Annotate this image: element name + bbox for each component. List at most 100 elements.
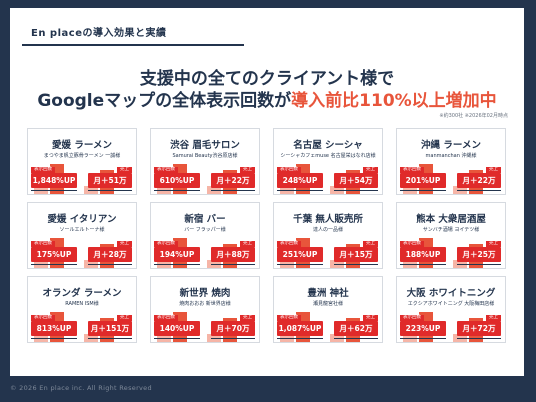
case-title: 大阪 ホワイトニング [406,288,496,299]
case-client: まつやま帆立豚骨ラーメン 一誠様 [43,153,121,159]
views-badge: 表示回数 188%UP [400,241,446,262]
views-value: 194%UP [159,250,195,259]
sales-value: 月＋25万 [462,250,496,259]
headline-line-1: 支援中の全てのクライアント様で [139,69,395,89]
views-value: 140%UP [159,324,195,333]
views-value: 223%UP [405,324,441,333]
badge-underline [400,190,446,191]
case-title: 新宿 バー [184,214,226,225]
badge-underline [31,190,77,191]
views-value: 251%UP [282,250,318,259]
badge-underline [88,338,132,339]
views-badge: 表示回数 251%UP [277,241,323,262]
sales-badge: 売上 月＋15万 [334,241,378,262]
views-value: 175%UP [36,250,72,259]
views-badge: 表示回数 194%UP [154,241,200,262]
sales-tag: 売上 [240,167,255,173]
case-title: 豊洲 神社 [307,288,349,299]
case-title: 愛媛 イタリアン [47,214,117,225]
case-client: バー フラッパー様 [184,227,226,233]
views-badge: 表示回数 201%UP [400,167,446,188]
views-tag: 表示回数 [277,315,301,321]
views-tag: 表示回数 [277,167,301,173]
case-card: 豊洲 神社 瀬見龍宮社様 表示回数 1,087%UP 売上 月＋62万 [273,276,383,343]
sales-tag: 売上 [363,315,378,321]
views-tag: 表示回数 [154,167,178,173]
sales-tag: 売上 [363,241,378,247]
decorative-bar [34,332,48,342]
case-card: 愛媛 イタリアン ソールエルトーナ様 表示回数 175%UP 売上 月＋28万 [27,202,137,269]
case-card: 新世界 焼肉 焼肉おおお 新世界店様 表示回数 140%UP 売上 月＋70万 [150,276,260,343]
views-tag: 表示回数 [400,315,424,321]
headline-line-2: Googleマップの全体表示回数が導入前比110%以上増加中 [10,90,524,112]
sales-tag: 売上 [117,167,132,173]
case-client: 達人の一品様 [312,227,343,233]
views-tag: 表示回数 [400,167,424,173]
case-card: 千葉 無人販売所達人の一品様表示回数 251%UP 売上 月＋15万 [273,202,383,269]
case-title: 千葉 無人販売所 [293,214,363,225]
sales-tag: 売上 [363,167,378,173]
badge-underline [334,190,378,191]
sales-badge: 売上月＋25万 [457,241,501,262]
badge-underline [31,338,77,339]
case-client: エクシアホワイトニング 大阪梅田店様 [407,301,495,307]
sales-value: 月＋22万 [462,176,496,185]
sales-badge: 売上 月＋22万 [457,167,501,188]
badge-underline [211,338,255,339]
slide-panel: En placeの導入効果と実績 支援中の全てのクライアント様で Googleマ… [10,8,524,376]
decorative-bar [157,332,171,342]
case-client: Samurai Beauty渋谷原店様 [172,153,238,159]
badge-underline [277,190,323,191]
views-badge: 表示回数 175%UP [31,241,77,262]
case-title: 愛媛 ラーメン [52,140,112,151]
views-tag: 表示回数 [400,241,424,247]
sales-badge: 売上 月＋88万 [211,241,255,262]
decorative-bar [403,332,417,342]
case-client: サンバチ酒場 ヨイテツ様 [422,227,480,233]
sales-value: 月＋70万 [216,324,250,333]
case-card: 沖縄 ラーメン manmanchan 沖縄様 表示回数 201%UP 売上 月＋22万 [396,128,506,195]
decorative-bar [280,258,294,268]
sales-tag: 売上 [117,315,132,321]
headline-line-2-accent: 導入前比110%以上増加中 [291,91,497,111]
views-value: 248%UP [282,176,318,185]
sales-value: 月＋54万 [339,176,373,185]
headline: 支援中の全てのクライアント様で Googleマップの全体表示回数が導入前比110… [10,68,524,112]
badge-underline [88,264,132,265]
sales-badge: 売上 月＋70万 [211,315,255,336]
sales-badge: 売上 月＋72万 [457,315,501,336]
decorative-bar [280,332,294,342]
decorative-bar [157,184,171,194]
case-card: オランダ ラーメン RAMEN ISM様 表示回数 813%UP 売上 月＋151万 [27,276,137,343]
badge-underline [277,264,323,265]
badge-underline [277,338,323,339]
badge-underline [400,338,446,339]
views-badge: 表示回数 140%UP [154,315,200,336]
case-title: 新世界 焼肉 [179,288,231,299]
badge-underline [211,264,255,265]
sales-badge: 売上月＋51万 [88,167,132,188]
section-label: En placeの導入効果と実績 [31,28,167,39]
case-client: ソールエルトーナ様 [59,227,105,233]
views-badge: 表示回数 1,087%UP [277,315,323,336]
badge-underline [211,190,255,191]
views-badge: 表示回数 610%UP [154,167,200,188]
case-client: シーシャカフェmuse 名古屋栄はなれ店様 [280,153,376,159]
views-badge: 表示回数 813%UP [31,315,77,336]
views-value: 201%UP [405,176,441,185]
sales-tag: 売上 [240,241,255,247]
views-value: 1,087%UP [278,324,322,333]
sales-value: 月＋28万 [93,250,127,259]
sales-value: 月＋51万 [93,176,127,185]
sales-value: 月＋72万 [462,324,496,333]
views-tag: 表示回数 [154,241,178,247]
badge-underline [400,264,446,265]
badge-underline [154,190,200,191]
sales-tag: 売上 [486,241,501,247]
badge-underline [154,338,200,339]
views-badge: 表示回数 1,848%UP [31,167,77,188]
views-badge: 表示回数 248%UP [277,167,323,188]
views-tag: 表示回数 [31,241,55,247]
copyright: © 2026 En place inc. All Right Reserved [10,384,152,392]
sales-value: 月＋151万 [90,324,130,333]
